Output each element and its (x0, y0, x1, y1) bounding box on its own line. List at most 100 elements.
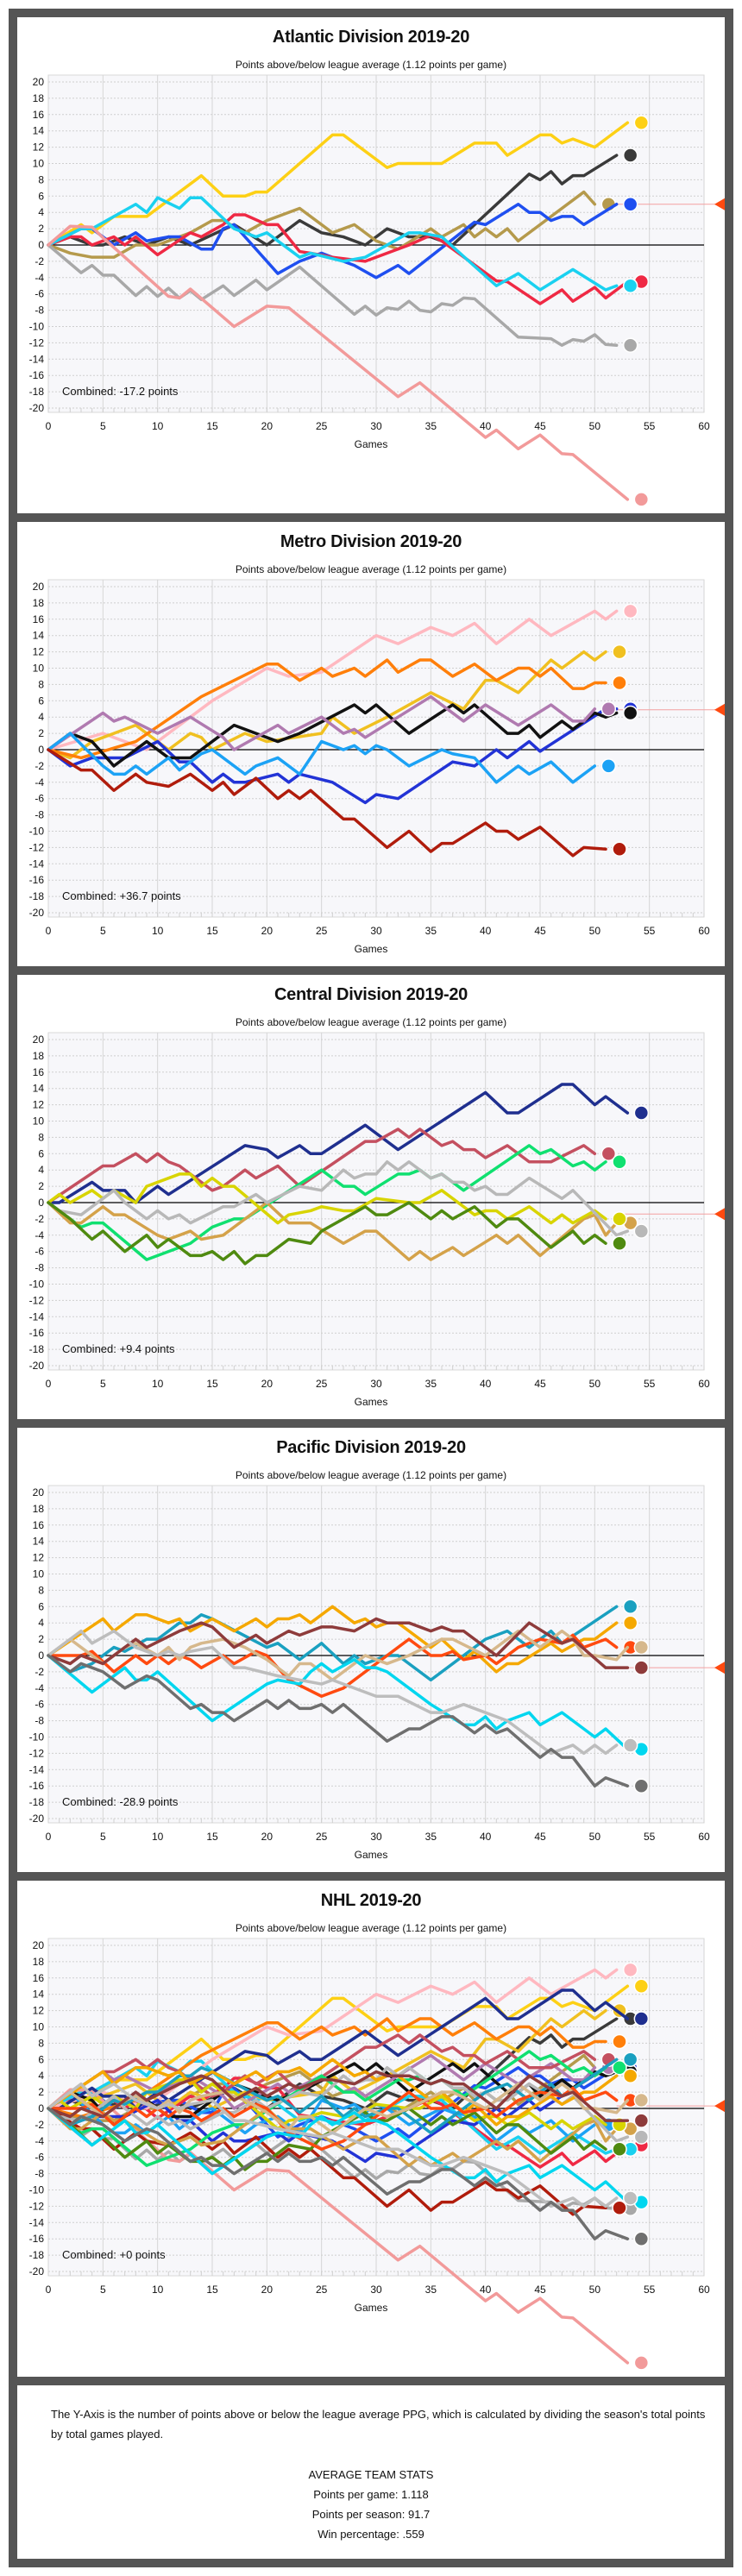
x-tick-label: 40 (480, 2284, 492, 2296)
x-tick-label: 45 (534, 1831, 546, 1843)
y-tick-label: -20 (29, 402, 45, 414)
x-tick-label: 40 (480, 925, 492, 937)
hurricanes-logo-icon (601, 701, 617, 717)
x-tick-label: 5 (100, 1378, 106, 1390)
x-tick-label: 10 (152, 1378, 164, 1390)
y-tick-label: -6 (35, 288, 44, 300)
series-line-lak (47, 1654, 630, 1787)
points-per-game: Points per game: 1.118 (313, 2488, 429, 2501)
y-tick-label: -8 (35, 1262, 44, 1274)
x-tick-label: 45 (534, 925, 546, 937)
chart-subtitle: Points above/below league average (1.12 … (235, 563, 507, 575)
x-tick-label: 35 (425, 1378, 437, 1390)
series-line-car (47, 694, 597, 751)
reference-marker-triangle (714, 703, 725, 716)
x-tick-label: 35 (425, 2284, 437, 2296)
y-tick-label: -14 (29, 353, 45, 365)
x-tick-label: 50 (589, 1831, 601, 1843)
y-tick-label: 16 (33, 109, 45, 121)
y-tick-label: 8 (38, 1584, 44, 1596)
series-line-sjs (47, 1654, 630, 1751)
y-tick-label: -4 (35, 1682, 44, 1694)
y-tick-label: -4 (35, 776, 44, 789)
y-tick-label: -2 (35, 1666, 44, 1678)
oilers-logo-icon (622, 1615, 638, 1630)
maple-leafs-logo-icon (622, 197, 638, 212)
series-line-col (47, 2033, 597, 2110)
y-tick-label: 2 (38, 1180, 44, 1192)
central-chart: 0 5 10 15 20 25 30 35 40 45 50 55 60-20-18-16-14-12-… (29, 1032, 725, 1390)
y-tick-label: -20 (29, 1813, 45, 1825)
series-line-dal (47, 1144, 607, 1261)
series-line-wpg (47, 1160, 630, 1237)
x-tick-label: 60 (698, 420, 710, 432)
wild-logo-icon (612, 2141, 627, 2157)
flyers-logo-icon (622, 705, 638, 721)
y-tick-label: 14 (33, 1989, 45, 2001)
chart-subtitle: Points above/below league average (1.12 … (235, 1016, 507, 1028)
x-tick-label: 30 (370, 1831, 382, 1843)
y-tick-label: 8 (38, 2037, 44, 2049)
x-axis-label: Games (354, 2302, 388, 2314)
x-tick-label: 35 (425, 925, 437, 937)
series-line-stl (47, 1989, 630, 2110)
y-tick-label: -20 (29, 907, 45, 919)
y-tick-label: 20 (33, 581, 45, 593)
senators-logo-icon (622, 337, 638, 353)
jets-logo-icon (633, 2129, 650, 2145)
x-tick-label: 25 (316, 1831, 328, 1843)
x-tick-label: 50 (589, 925, 601, 937)
x-tick-label: 20 (261, 925, 274, 937)
y-tick-label: -6 (35, 793, 44, 805)
y-tick-label: 8 (38, 1131, 44, 1143)
y-tick-label: 4 (38, 1164, 44, 1176)
series-line-ari (47, 2070, 630, 2122)
win-percentage: Win percentage: .559 (318, 2528, 424, 2541)
x-tick-label: 50 (589, 1378, 601, 1390)
x-tick-label: 25 (316, 1378, 328, 1390)
lightning-logo-icon (622, 148, 638, 163)
y-tick-label: 2 (38, 727, 44, 739)
y-tick-label: 18 (33, 1050, 45, 1062)
chart-title: Metro Division 2019-20 (280, 532, 462, 551)
reference-marker-triangle (714, 1662, 725, 1674)
y-tick-label: 6 (38, 190, 44, 202)
ducks-logo-icon (622, 1737, 638, 1753)
y-tick-label: 20 (33, 1034, 45, 1046)
x-tick-label: 45 (534, 420, 546, 432)
x-tick-label: 40 (480, 420, 492, 432)
series-line-tbl (47, 154, 619, 247)
golden-knights-logo-icon (633, 1639, 650, 1656)
series-line-van (47, 2058, 619, 2135)
series-line-tor (47, 203, 619, 280)
x-tick-label: 40 (480, 1378, 492, 1390)
y-tick-label: 0 (38, 2102, 44, 2114)
y-tick-label: 4 (38, 711, 44, 723)
pacific-chart: 0 5 10 15 20 25 30 35 40 45 50 55 60-20-18-16-14-12-… (29, 1485, 725, 1843)
series-line-nsh (47, 2078, 607, 2131)
x-tick-label: 0 (46, 2284, 52, 2296)
x-tick-label: 45 (534, 2284, 546, 2296)
y-tick-label: 10 (33, 158, 45, 170)
red-wings-logo-icon (633, 492, 650, 507)
capitals-logo-icon (622, 603, 638, 619)
x-tick-label: 30 (370, 925, 382, 937)
chart-title: NHL 2019-20 (320, 1891, 422, 1910)
x-tick-label: 10 (152, 420, 164, 432)
series-line-ari (47, 1617, 630, 1669)
y-tick-label: -2 (35, 255, 44, 267)
y-tick-label: -10 (29, 321, 45, 333)
wild-logo-icon (612, 1235, 627, 1251)
stats-heading: AVERAGE TEAM STATS (308, 2468, 434, 2481)
x-tick-label: 55 (644, 1378, 656, 1390)
y-tick-label: -10 (29, 1731, 45, 1744)
y-tick-label: 14 (33, 630, 45, 642)
y-tick-label: 6 (38, 694, 44, 707)
coyotes-logo-icon (633, 1660, 650, 1675)
y-tick-label: -2 (35, 760, 44, 772)
series-line-lak (47, 2107, 630, 2240)
combined-points-label: Combined: +9.4 points (62, 1342, 175, 1355)
y-tick-label: -6 (35, 2152, 44, 2164)
coyotes-logo-icon (633, 2113, 650, 2128)
combined-points-label: Combined: -28.9 points (62, 1795, 179, 1808)
